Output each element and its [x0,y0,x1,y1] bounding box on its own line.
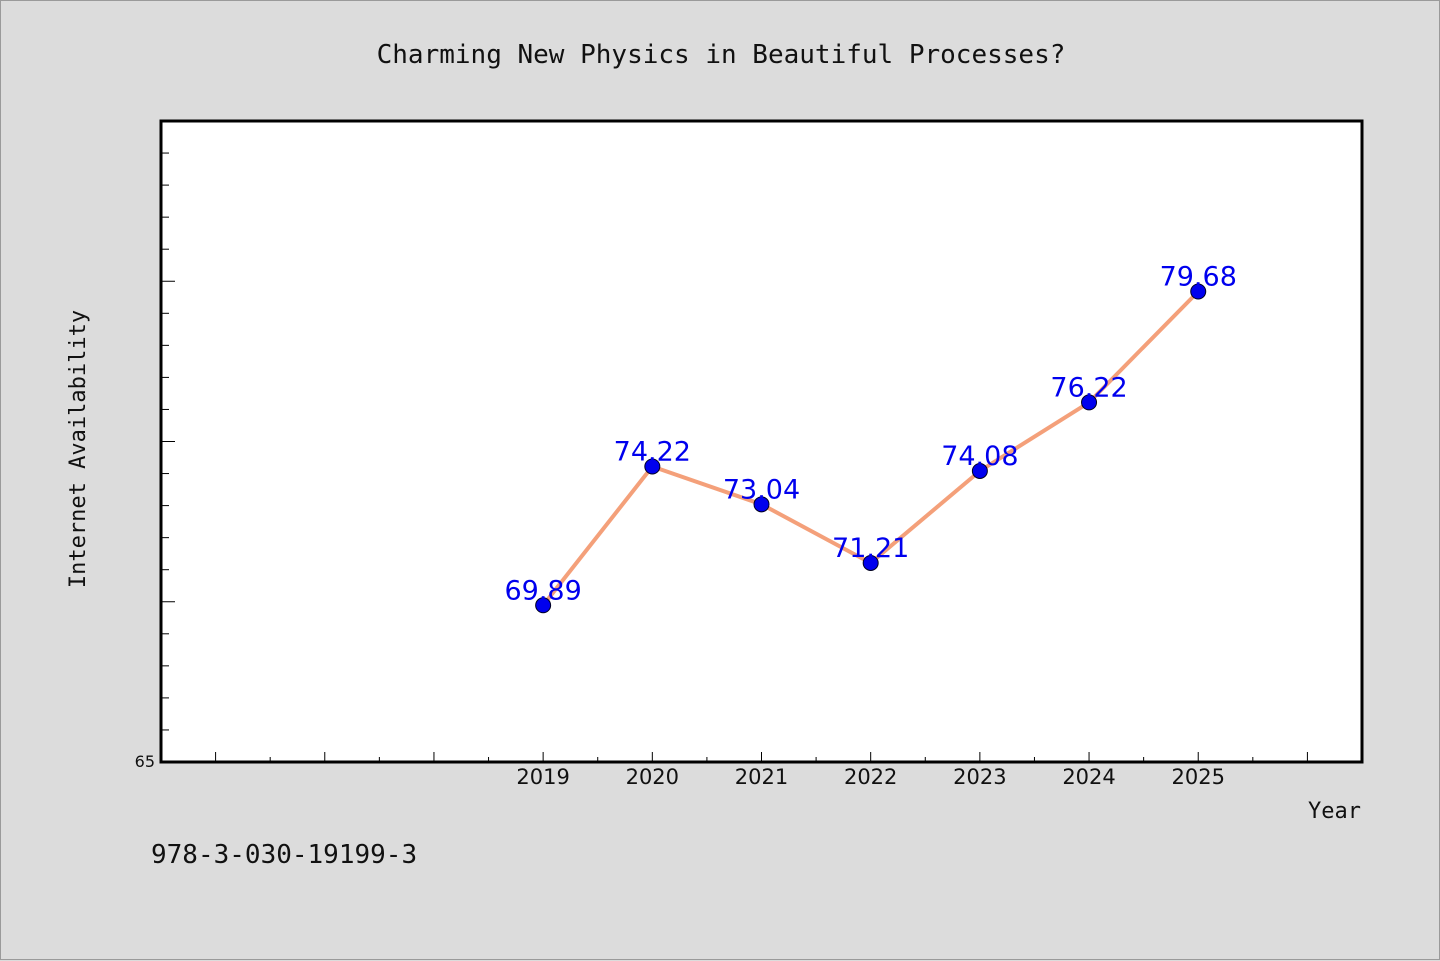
x-axis-ticks [160,752,1308,762]
data-point [1081,394,1098,411]
y-axis-label: Internet Availability [66,310,91,588]
data-point [971,462,988,479]
data-points [535,283,1207,614]
x-tick-label: 2021 [735,765,788,789]
y-tick-label: 65 [135,752,155,771]
data-point [862,554,879,571]
x-axis-tick-labels: 2019 2020 2021 2022 2023 2024 2025 [516,765,1225,789]
x-tick-label: 2019 [516,765,569,789]
data-label: 74.22 [614,436,691,467]
x-tick-label: 2025 [1172,765,1225,789]
data-point [1190,283,1207,300]
data-label: 76.22 [1050,372,1127,403]
x-tick-label: 2020 [626,765,679,789]
data-point [753,496,770,513]
data-labels: 69.89 74.22 73.04 71.21 74.08 76.22 79.68 [504,262,1236,607]
chart-title: Charming New Physics in Beautiful Proces… [377,40,1066,70]
data-label: 73.04 [723,474,800,505]
data-point [535,597,552,614]
y-axis-tick-labels: 65 [135,752,155,771]
data-label: 69.89 [504,575,581,606]
data-point [644,458,661,475]
x-tick-label: 2023 [953,765,1006,789]
x-tick-label: 2022 [844,765,897,789]
x-tick-label: 2024 [1062,765,1115,789]
data-label: 71.21 [832,533,909,564]
data-label: 74.08 [941,441,1018,472]
data-label: 79.68 [1160,262,1237,293]
footer-isbn: 978-3-030-19199-3 [151,840,417,870]
y-axis-ticks [161,152,175,731]
plot-area [159,119,1364,764]
x-axis-label: Year [1308,799,1361,824]
